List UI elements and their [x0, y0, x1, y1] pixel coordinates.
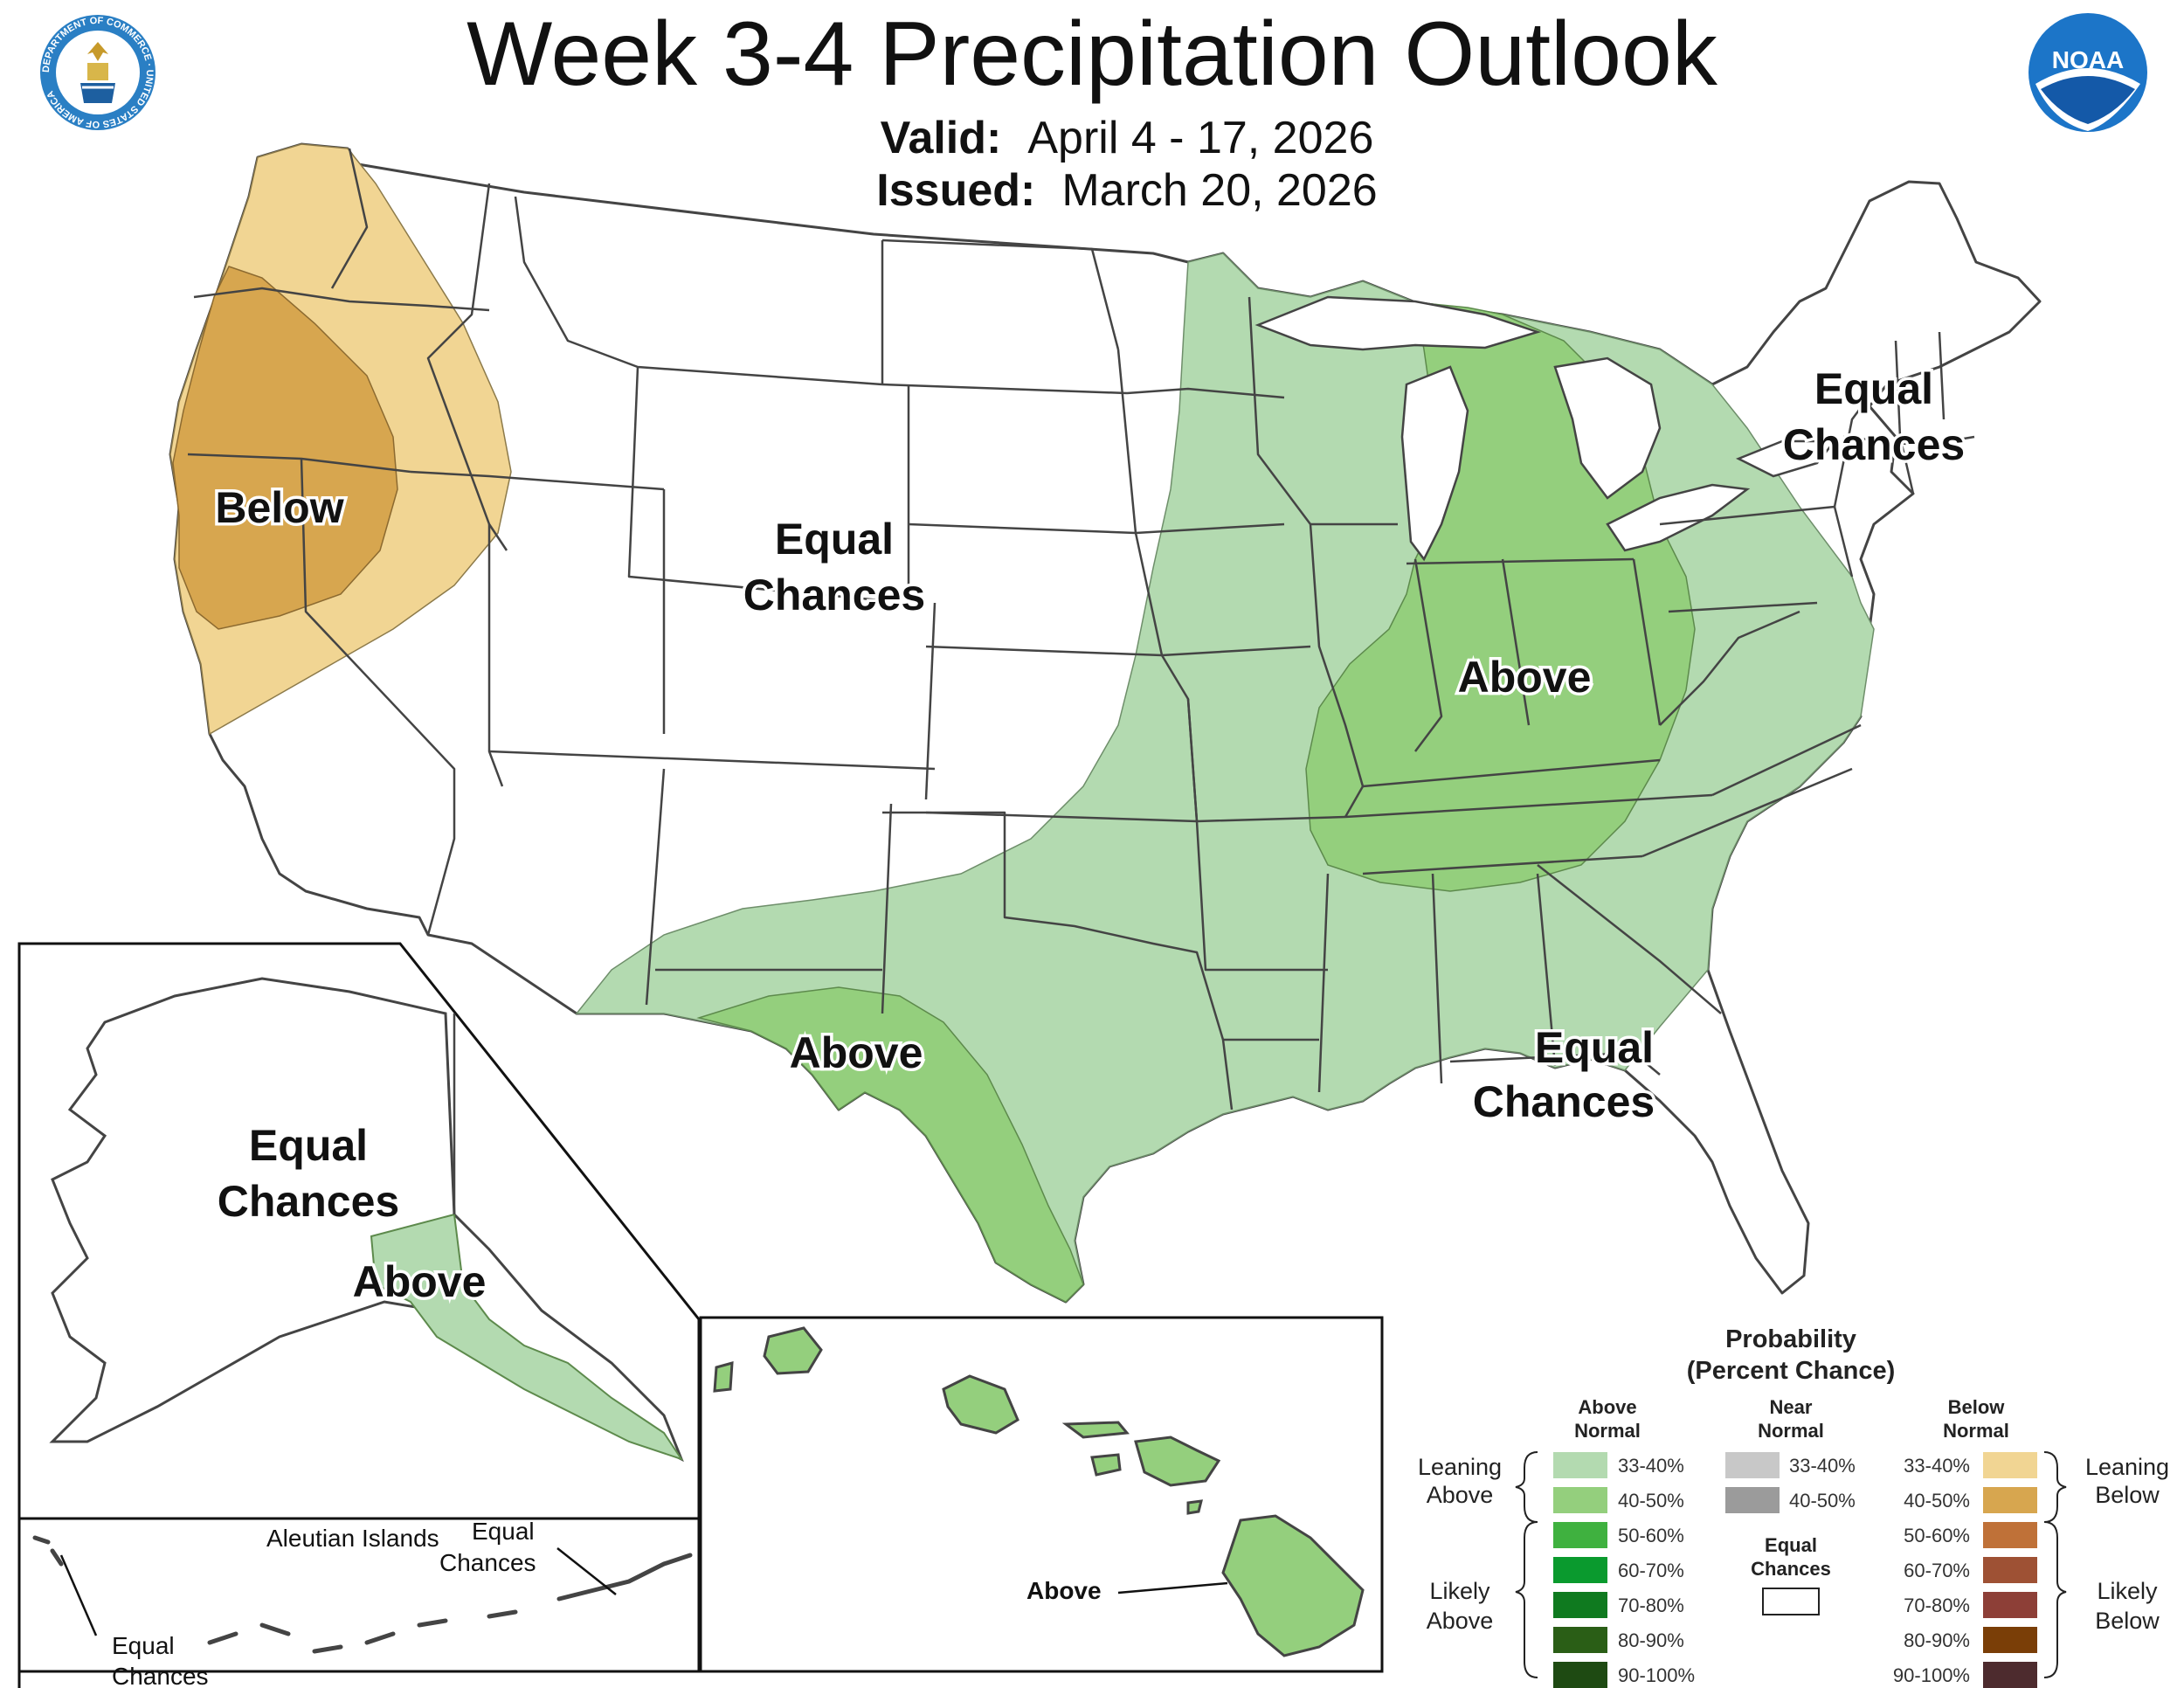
page-title: Week 3-4 Precipitation Outlook: [467, 3, 1717, 105]
legend-below-swatch-1: [1983, 1487, 2037, 1513]
legend-above-swatch-2: [1553, 1522, 1607, 1548]
issued-label: Issued:: [876, 165, 1036, 216]
hawaii-inset: Above: [699, 1316, 1384, 1673]
legend-above-swatch-0: [1553, 1452, 1607, 1478]
legend-leaning-above-1: Leaning: [1418, 1454, 1502, 1480]
legend-below-head-1: Below: [1948, 1396, 2006, 1418]
legend-leaning-below-1: Leaning: [2085, 1454, 2169, 1480]
label-alaska-equal-2: Chances: [218, 1177, 399, 1226]
legend-below-swatch-0: [1983, 1452, 2037, 1478]
legend-likely-above-1: Likely: [1429, 1578, 1490, 1604]
label-ohio-valley-above: Above: [1458, 653, 1592, 702]
alaska-inset: Equal Chances Above: [17, 942, 701, 1688]
hawaii-islands: [713, 1326, 1365, 1657]
legend-above-label-4: 70-80%: [1618, 1595, 1684, 1616]
label-hawaii-above: Above: [1026, 1577, 1102, 1604]
above-40-50-texas-region: [696, 986, 1084, 1303]
legend-above-label-1: 40-50%: [1618, 1490, 1684, 1512]
legend-above-label-6: 90-100%: [1618, 1664, 1695, 1686]
label-aleutian-east-equal-1: Equal: [472, 1518, 535, 1545]
great-lakes: [1254, 295, 1837, 562]
issued-date: March 20, 2026: [1061, 165, 1378, 216]
legend-below-rows: 33-40% 40-50% 50-60% 60-70% 70-80% 80-90% 90-1…: [1893, 1452, 2037, 1688]
legend-near-label-0: 33-40%: [1789, 1455, 1856, 1477]
legend-below-label-6: 90-100%: [1893, 1664, 1970, 1686]
valid-dates: April 4 - 17, 2026: [1027, 113, 1374, 163]
legend-title-1: Probability: [1725, 1325, 1856, 1353]
legend-above-label-2: 50-60%: [1618, 1525, 1684, 1546]
legend-below-swatch-4: [1983, 1592, 2037, 1618]
alaska-above-region: [370, 1213, 684, 1461]
legend-above-label-3: 60-70%: [1618, 1560, 1684, 1581]
label-gulf-equal-2: Chances: [1473, 1077, 1655, 1126]
legend-below-swatch-6: [1983, 1662, 2037, 1688]
legend-above-swatch-3: [1553, 1557, 1607, 1583]
valid-line: Valid: April 4 - 17, 2026: [0, 112, 2184, 164]
label-alaska-above: Above: [353, 1257, 487, 1306]
legend-near-swatch-1: [1725, 1487, 1780, 1513]
label-aleutian-islands: Aleutian Islands: [266, 1525, 439, 1552]
legend-below-label-5: 80-90%: [1904, 1629, 1970, 1651]
legend-above-swatch-5: [1553, 1627, 1607, 1653]
legend-above-rows: 33-40% 40-50% 50-60% 60-70% 70-80% 80-90% 90-1…: [1553, 1452, 1695, 1688]
noaa-logo-icon: NOAA: [2028, 13, 2147, 132]
legend-below-label-0: 33-40%: [1904, 1455, 1970, 1477]
aleutian-inset: Aleutian Islands Equal Chances Equal Cha…: [17, 1517, 701, 1688]
legend-below-label-1: 40-50%: [1904, 1490, 1970, 1512]
legend-above-swatch-1: [1553, 1487, 1607, 1513]
label-aleutian-east-equal-2: Chances: [439, 1549, 536, 1576]
legend-leaning-above-2: Above: [1427, 1482, 1494, 1508]
legend-above-swatch-6: [1553, 1662, 1607, 1688]
legend-near-head-2: Normal: [1758, 1420, 1824, 1442]
label-aleutian-west-equal-1: Equal: [112, 1632, 175, 1659]
legend-title-2: (Percent Chance): [1687, 1357, 1896, 1385]
label-central-equal-2: Chances: [743, 571, 925, 619]
legend-above-head-1: Above: [1578, 1396, 1636, 1418]
legend-likely-above-2: Above: [1427, 1608, 1494, 1634]
issued-line: Issued: March 20, 2026: [0, 164, 2184, 217]
legend-above-head-2: Normal: [1574, 1420, 1641, 1442]
label-gulf-equal-1: Equal: [1535, 1023, 1654, 1072]
label-aleutian-west-equal-2: Chances: [112, 1663, 209, 1688]
label-texas-above: Above: [790, 1028, 923, 1077]
legend-equal-1: Equal: [1765, 1534, 1817, 1556]
legend-above-swatch-4: [1553, 1592, 1607, 1618]
legend-likely-below-1: Likely: [2097, 1578, 2158, 1604]
legend-leaning-below-2: Below: [2095, 1482, 2160, 1508]
legend-below-head-2: Normal: [1943, 1420, 2009, 1442]
commerce-seal-icon: DEPARTMENT OF COMMERCE · UNITED STATES O…: [40, 15, 156, 130]
legend-below-label-2: 50-60%: [1904, 1525, 1970, 1546]
legend-near-swatch-0: [1725, 1452, 1780, 1478]
legend-above-label-0: 33-40%: [1618, 1455, 1684, 1477]
valid-label: Valid:: [880, 113, 1002, 163]
label-northeast-equal-2: Chances: [1783, 420, 1965, 469]
legend-below-label-4: 70-80%: [1904, 1595, 1970, 1616]
legend-near-rows: 33-40% 40-50%: [1725, 1452, 1856, 1513]
state-borders: [187, 148, 1975, 1110]
label-central-equal-1: Equal: [775, 515, 894, 564]
alaska-land: [49, 977, 684, 1463]
legend-equal-swatch: [1762, 1588, 1820, 1615]
legend-likely-below-2: Below: [2095, 1608, 2160, 1634]
below-40-50-region: [172, 266, 398, 630]
label-northeast-equal-1: Equal: [1814, 364, 1933, 413]
legend-below-swatch-5: [1983, 1627, 2037, 1653]
probability-legend: Probability (Percent Chance) Above Norma…: [1418, 1325, 2169, 1688]
legend-equal-2: Chances: [1751, 1558, 1831, 1580]
label-alaska-equal-1: Equal: [249, 1121, 368, 1170]
legend-below-swatch-2: [1983, 1522, 2037, 1548]
legend-near-head-1: Near: [1770, 1396, 1813, 1418]
label-west-below: Below: [215, 483, 343, 532]
noaa-logo-text: NOAA: [2052, 46, 2124, 73]
legend-near-label-1: 40-50%: [1789, 1490, 1856, 1512]
legend-above-label-5: 80-90%: [1618, 1629, 1684, 1651]
legend-below-swatch-3: [1983, 1557, 2037, 1583]
legend-below-label-3: 60-70%: [1904, 1560, 1970, 1581]
